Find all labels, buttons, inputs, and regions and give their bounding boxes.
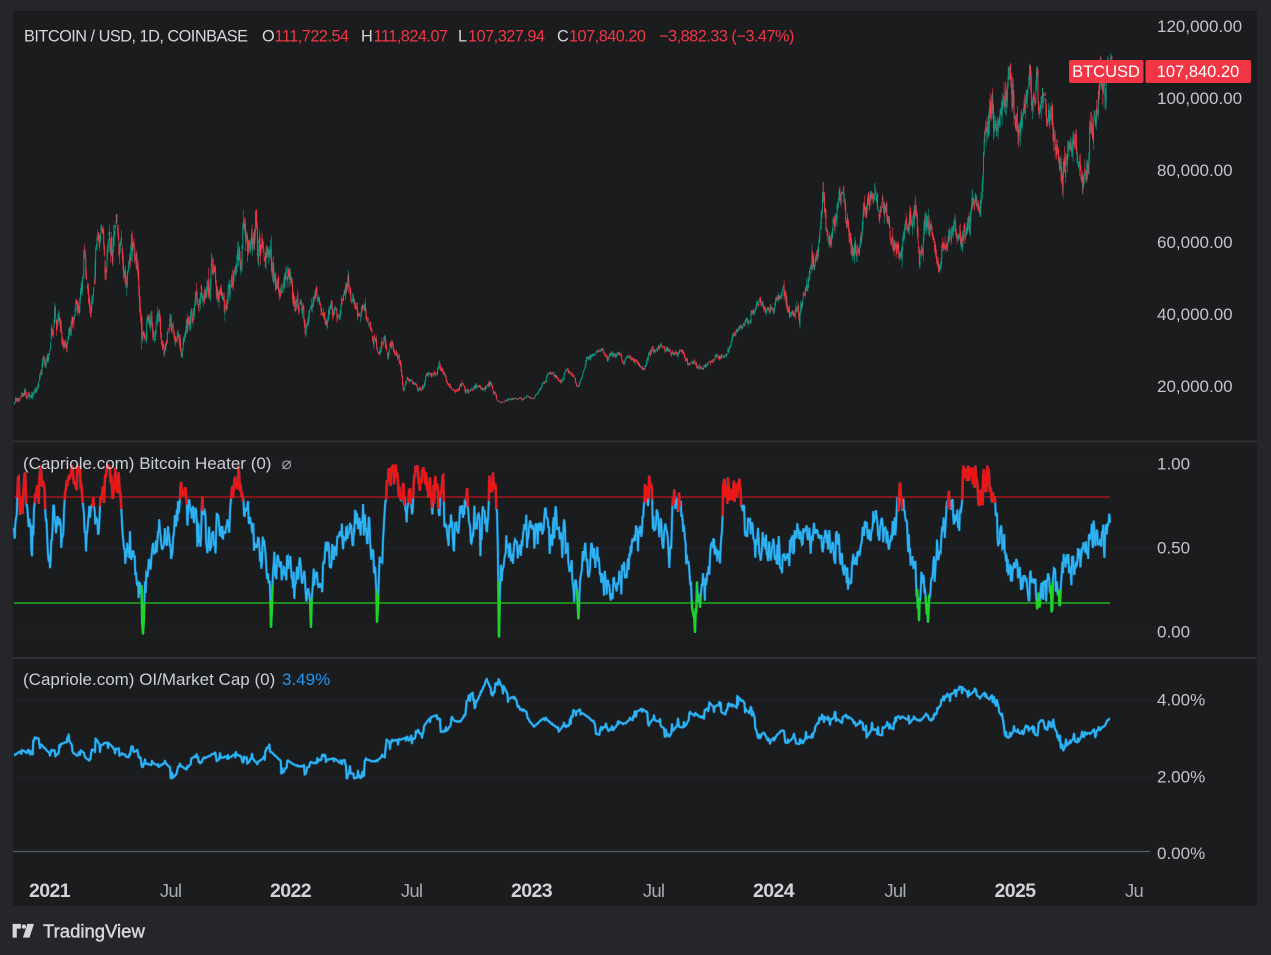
svg-text:107,840.20: 107,840.20 [569,28,646,46]
svg-text:4.00%: 4.00% [1157,691,1205,710]
svg-text:(Capriole.com) OI/Market Cap (: (Capriole.com) OI/Market Cap (0) [23,670,275,689]
svg-text:2.00%: 2.00% [1157,768,1205,787]
svg-text:⌀: ⌀ [282,454,292,473]
svg-text:BITCOIN / USD, 1D, COINBASE: BITCOIN / USD, 1D, COINBASE [24,28,248,46]
svg-text:2022: 2022 [270,880,312,902]
svg-text:H: H [361,28,372,46]
svg-text:111,722.54: 111,722.54 [275,28,350,46]
svg-text:0.00: 0.00 [1157,623,1190,642]
svg-text:L: L [458,28,467,46]
svg-text:2024: 2024 [753,880,795,902]
svg-text:120,000.00: 120,000.00 [1157,17,1242,36]
svg-text:Jul: Jul [884,880,905,901]
svg-text:111,824.07: 111,824.07 [374,28,449,46]
svg-text:Ju: Ju [1125,880,1143,901]
svg-text:O: O [262,28,274,46]
svg-text:(Capriole.com) Bitcoin Heater: (Capriole.com) Bitcoin Heater (0) [23,454,271,473]
svg-text:80,000.00: 80,000.00 [1157,161,1233,180]
svg-text:3.49%: 3.49% [282,670,330,689]
svg-text:1.00: 1.00 [1157,455,1190,474]
svg-text:C: C [557,28,569,46]
svg-text:2023: 2023 [511,880,553,902]
svg-text:107,840.20: 107,840.20 [1157,63,1240,81]
svg-text:2021: 2021 [29,880,71,902]
svg-text:0.50: 0.50 [1157,539,1190,558]
svg-text:−3,882.33 (−3.47%): −3,882.33 (−3.47%) [659,28,794,46]
svg-text:2025: 2025 [995,880,1037,902]
svg-text:BTCUSD: BTCUSD [1072,63,1140,81]
svg-text:0.00%: 0.00% [1157,844,1205,863]
svg-text:40,000.00: 40,000.00 [1157,305,1233,324]
svg-text:100,000.00: 100,000.00 [1157,89,1242,108]
svg-text:TradingView: TradingView [43,921,145,942]
svg-text:107,327.94: 107,327.94 [468,28,545,46]
svg-text:Jul: Jul [160,880,181,901]
svg-text:Jul: Jul [401,880,422,901]
svg-text:60,000.00: 60,000.00 [1157,233,1233,252]
svg-text:20,000.00: 20,000.00 [1157,377,1233,396]
svg-text:Jul: Jul [643,880,664,901]
